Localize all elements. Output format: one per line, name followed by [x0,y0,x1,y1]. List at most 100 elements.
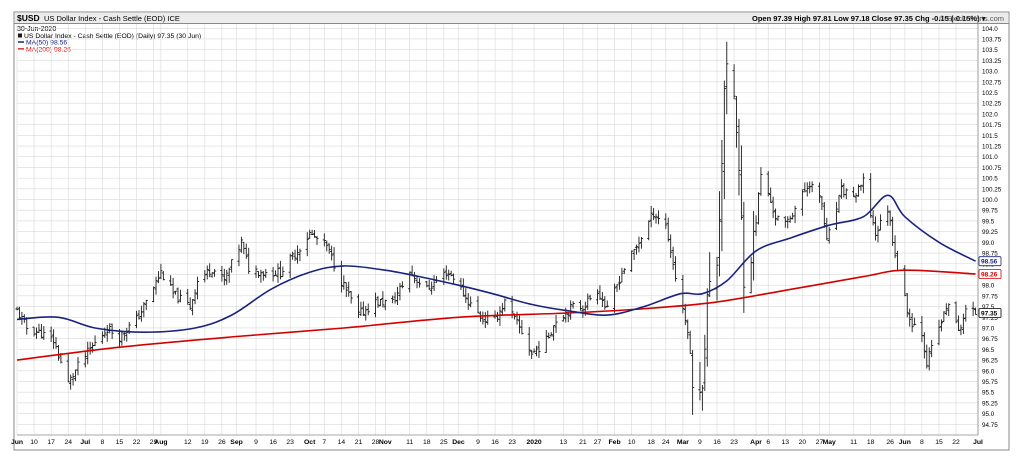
ohlc-bar [464,288,468,303]
ohlc-bar [708,252,712,297]
ohlc-bar [549,332,553,337]
ohlc-bar [725,41,729,115]
ohlc-bar [86,341,90,365]
ohlc-bar [447,269,451,281]
ohlc-bar [347,281,351,297]
y-tick-label: 102.0 [982,111,998,118]
x-tick-label: 6 [766,439,770,446]
ohlc-bar [395,286,400,306]
ohlc-bar [686,319,690,340]
ohlc-bar [276,263,280,283]
last-price-tag: 97.35 [981,310,998,317]
ohlc-bar [571,301,575,309]
x-tick-label: 9 [698,439,702,446]
ohlc-bar [912,317,917,326]
ohlc-bar [427,279,431,291]
ohlc-bar [459,277,463,291]
ohlc-bar [161,271,165,281]
ohlc-bar [366,303,370,316]
ohlc-bar [769,187,773,204]
ohlc-bar [717,191,722,277]
ohlc-bar [361,301,365,317]
ohlc-bar [971,301,975,316]
x-tick-label: 24 [662,439,670,446]
ohlc-bar [310,229,314,236]
ohlc-bar [810,181,814,193]
x-tick-label: Jun [899,439,911,446]
ohlc-bar [817,182,822,203]
chart-frame [13,11,1010,451]
y-tick-label: 97.5 [982,304,995,311]
ohlc-bar [117,328,122,349]
y-tick-label: 98.75 [982,251,998,258]
x-tick-label: 25 [440,439,448,446]
x-tick-label: 22 [952,439,960,446]
y-tick-label: 100.5 [982,176,998,183]
ohlc-bar [569,300,573,320]
ohlc-bar [905,293,909,318]
ohlc-bar [444,265,448,280]
y-tick-label: 99.25 [982,229,998,236]
x-tick-label: 23 [730,439,738,446]
ohlc-bar [893,235,897,259]
ohlc-bar [681,274,685,314]
ohlc-bar [669,234,673,259]
y-tick-label: 99.75 [982,208,998,215]
y-tick-label: 101.5 [982,133,998,140]
y-tick-label: 104.0 [982,26,998,33]
ohlc-bar [922,332,926,359]
x-tick-label: 13 [560,439,568,446]
ohlc-bar [964,304,968,322]
ohlc-bar [56,344,61,361]
y-tick-label: 96.75 [982,336,998,343]
ohlc-bar [195,276,200,300]
ohlc-bar [430,281,434,295]
ohlc-bar [227,267,231,283]
ohlc-bar [634,244,639,255]
x-tick-label: 8 [920,439,924,446]
ohlc-bar [954,301,958,324]
ohlc-bar [193,289,197,305]
ohlc-bar [793,205,797,224]
ohlc-bar [671,246,675,270]
ma200-tag-box [978,269,1002,279]
ohlc-bar [930,339,934,358]
y-tick-label: 99.5 [982,218,995,225]
ohlc-bar [66,354,70,383]
ohlc-bar [737,118,741,196]
ohlc-bar [186,288,190,305]
x-tick-label: Aug [154,439,167,446]
ohlc-bar [771,196,775,218]
ohlc-bar [308,229,312,239]
ohlc-bar [703,334,707,391]
ohlc-bar [259,269,263,283]
y-tick-label: 100.75 [982,165,1002,172]
y-tick-label: 96.5 [982,347,995,354]
ohlc-bar [391,295,395,304]
ohlc-bar [264,268,268,278]
ohlc-bar [551,325,556,341]
last-price-tag-box [978,308,1002,318]
x-tick-label: 10 [30,439,38,446]
ohlc-bar [203,269,207,283]
ohlc-bar [854,192,858,203]
ohlc-bar [530,350,534,359]
x-tick-label: 21 [355,439,363,446]
x-tick-label: 22 [133,439,141,446]
ohlc-bar [630,250,634,272]
x-tick-label: 16 [491,439,499,446]
x-tick-label: 26 [886,439,894,446]
x-tick-label: 24 [64,439,72,446]
ohlc-bar [554,314,558,333]
ohlc-bar [210,272,214,278]
ohlc-bar [261,271,265,281]
ohlc-bar [617,275,622,290]
ohlc-bar [359,301,363,317]
ohlc-bar [383,299,387,311]
ohlc-bar [171,277,175,299]
ohlc-bar [220,265,224,282]
ohlc-bar [315,235,319,245]
ohlc-bar [649,205,653,228]
